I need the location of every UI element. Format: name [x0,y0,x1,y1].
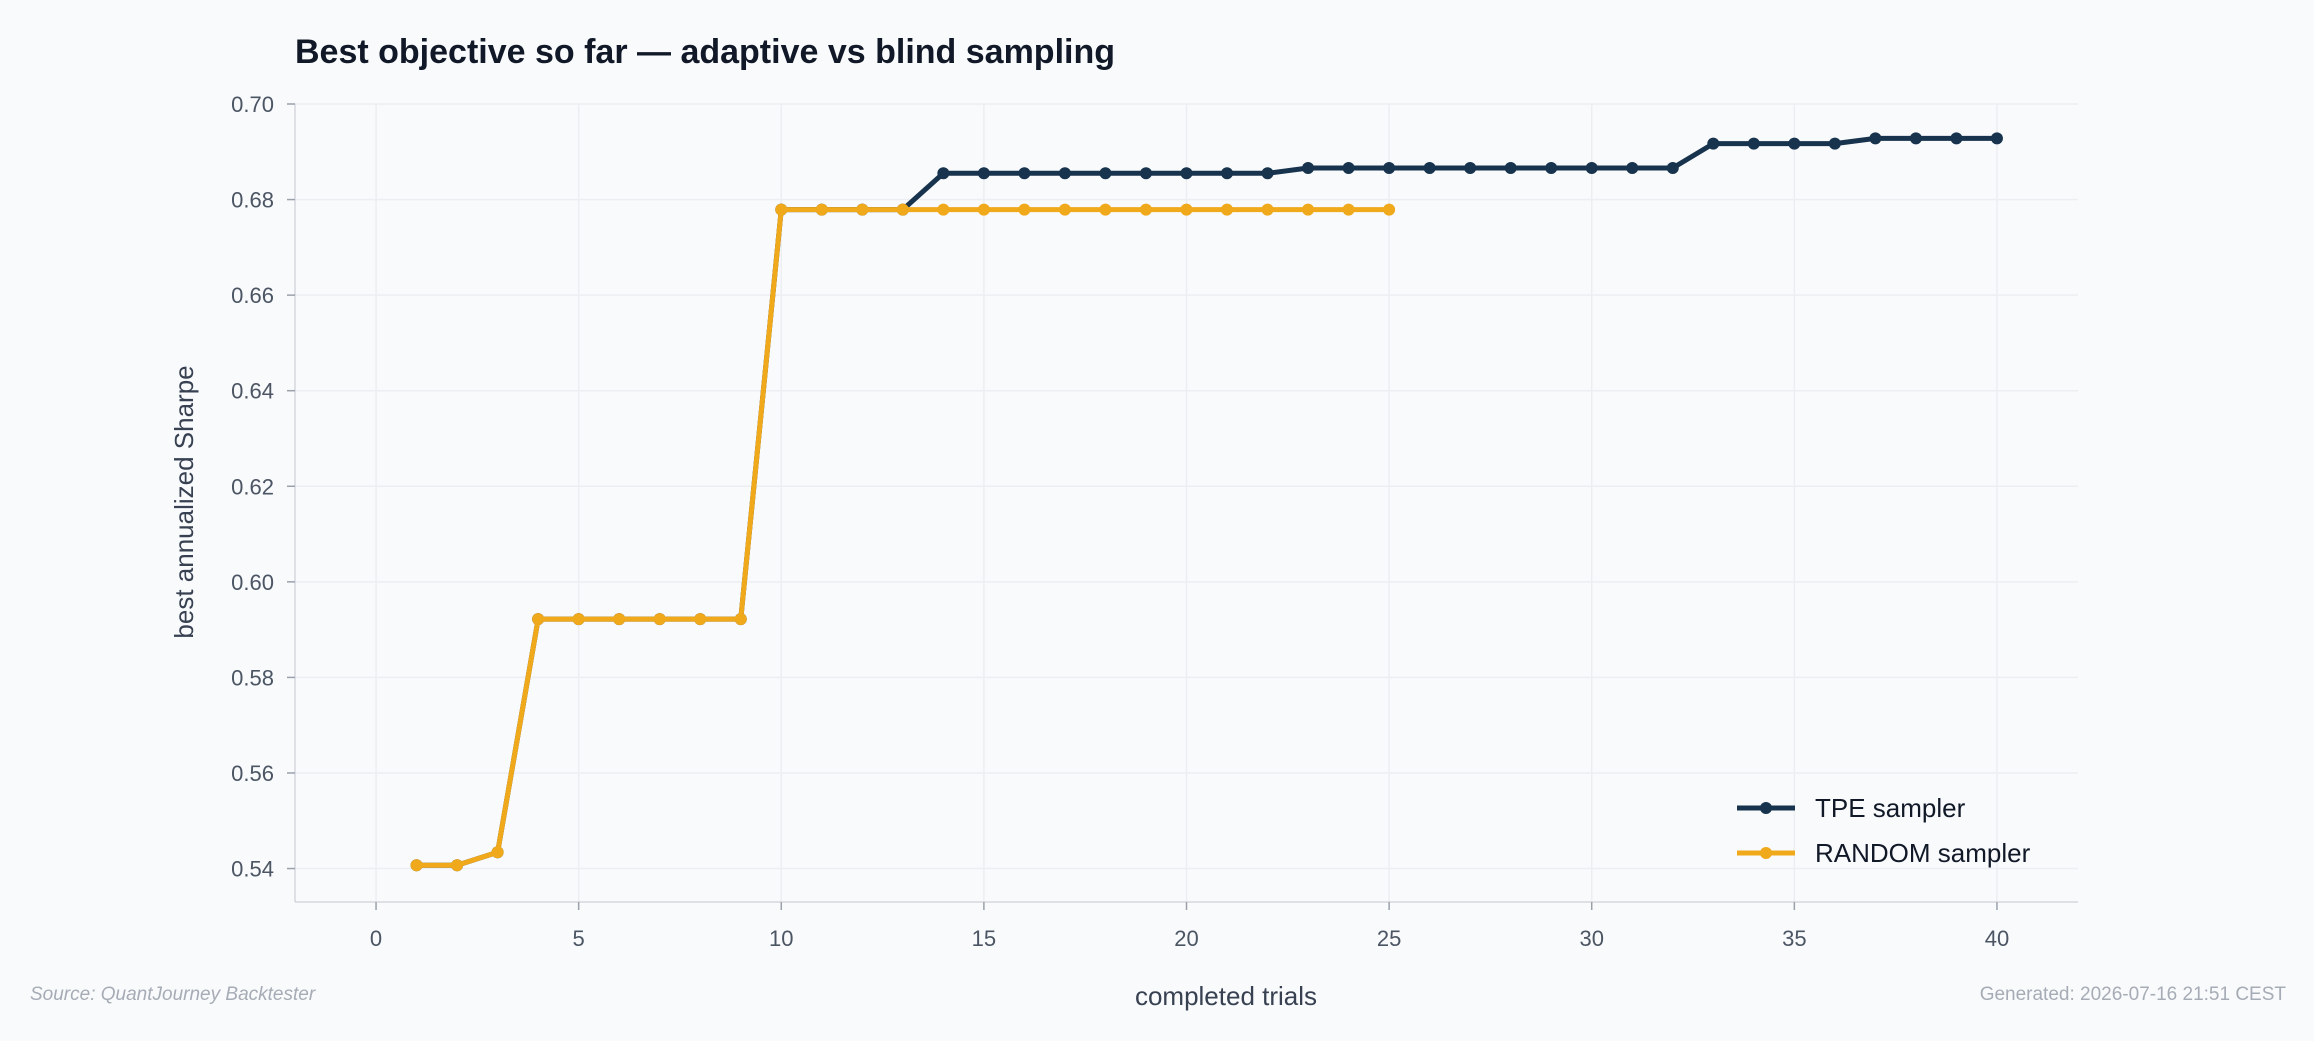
data-point [1909,132,1922,145]
data-point [1747,137,1760,150]
y-tick-label: 0.70 [231,92,274,117]
data-point [451,859,464,872]
grid [295,103,2078,902]
data-point [937,203,950,216]
data-point [1788,137,1801,150]
data-point [1139,167,1152,180]
data-point [1221,167,1234,180]
data-point [1585,162,1598,175]
data-point [1261,203,1274,216]
data-point [410,859,423,872]
data-point [1545,162,1558,175]
x-tick-label: 20 [1174,926,1198,951]
y-tick-label: 0.58 [231,665,274,690]
y-tick-label: 0.68 [231,188,274,213]
data-point [856,203,869,216]
data-point [977,203,990,216]
x-tick-label: 25 [1377,926,1401,951]
data-point [1221,203,1234,216]
data-point [532,613,545,626]
data-point [1423,162,1436,175]
data-point [1261,167,1274,180]
legend: TPE sampler RANDOM sampler [1737,793,2031,868]
series [410,132,2003,872]
x-axis-label: completed trials [1135,981,1317,1011]
data-point [937,167,950,180]
data-point [1099,203,1112,216]
data-point [1626,162,1639,175]
data-point [1302,162,1315,175]
generated-timestamp: Generated: 2026-07-16 21:51 CEST [1979,984,2286,1005]
axes: 0 5 10 15 20 25 30 35 40 0.54 0.56 0.58 0.60 0.62 0.64… [231,92,2078,951]
data-point [653,613,666,626]
legend-marker [1760,802,1772,814]
x-tick-label: 5 [573,926,585,951]
x-tick-label: 10 [769,926,793,951]
series-line-0 [414,135,2000,868]
data-point [896,203,909,216]
data-point [694,613,707,626]
y-tick-label: 0.56 [231,761,274,786]
data-point [1504,162,1517,175]
data-point [1383,203,1396,216]
source-note: Source: QuantJourney Backtester [30,984,316,1005]
data-point [1180,167,1193,180]
series-line-1 [414,207,1392,868]
data-point [613,613,626,626]
data-point [734,613,747,626]
data-point [815,203,828,216]
data-point [1018,167,1031,180]
y-tick-label: 0.62 [231,474,274,499]
data-point [977,167,990,180]
data-point [1058,203,1071,216]
data-point [1099,167,1112,180]
y-tick-label: 0.66 [231,283,274,308]
data-point [1707,137,1720,150]
x-tick-label: 35 [1782,926,1806,951]
legend-label: RANDOM sampler [1815,838,2031,868]
data-point [1383,162,1396,175]
data-point [1180,203,1193,216]
data-point [1139,203,1152,216]
data-point [1342,162,1355,175]
data-point [1869,132,1882,145]
data-point [1828,137,1841,150]
y-tick-label: 0.60 [231,570,274,595]
data-point [1990,132,2003,145]
legend-label: TPE sampler [1815,793,1966,823]
data-point [1464,162,1477,175]
data-point [572,613,585,626]
data-point [1058,167,1071,180]
legend-marker [1760,847,1772,859]
x-tick-label: 0 [370,926,382,951]
data-point [775,203,788,216]
data-point [1342,203,1355,216]
data-point [491,846,504,859]
x-tick-label: 30 [1579,926,1603,951]
data-point [1018,203,1031,216]
x-tick-label: 40 [1985,926,2009,951]
y-tick-label: 0.54 [231,857,274,882]
chart-title: Best objective so far — adaptive vs blin… [295,33,1115,71]
data-point [1302,203,1315,216]
data-point [1666,162,1679,175]
data-point [1950,132,1963,145]
y-axis-label: best annualized Sharpe [169,365,199,638]
y-tick-label: 0.64 [231,379,274,404]
x-tick-label: 15 [972,926,996,951]
